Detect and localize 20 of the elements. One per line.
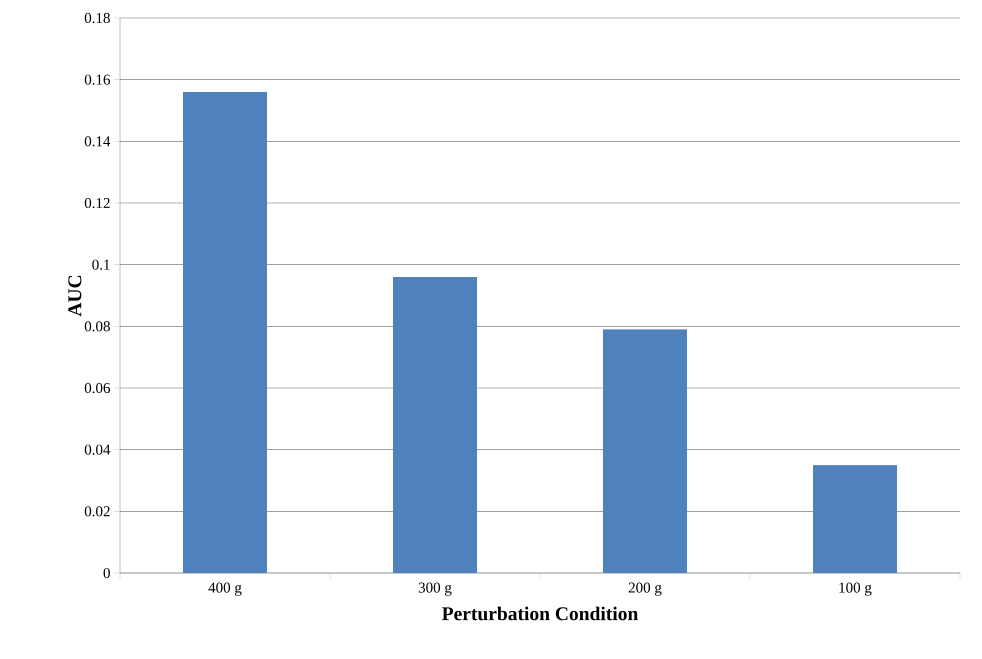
bar [393,276,478,573]
y-tick-label: 0.12 [84,198,110,208]
x-tick-label: 200 g [628,582,662,596]
x-axis-title: Perturbation Condition [442,606,638,620]
y-tick-label: 0.14 [84,136,110,146]
y-tick-label: 0.04 [84,444,110,455]
bar [603,329,688,573]
y-tick-label: 0 [104,568,110,578]
y-tick-label: 0.18 [84,12,110,24]
y-tick-label: 0.06 [84,382,110,394]
y-tick-label: 0.1 [92,260,110,270]
bar [183,92,268,573]
y-tick-label: 0.08 [84,321,110,332]
x-tick-label: 300 g [418,582,452,596]
bar [813,465,898,573]
x-tick-label: 400 g [208,582,242,596]
y-tick-label: 0.16 [84,74,110,85]
y-axis-title: AUC [68,276,82,316]
y-tick-label: 0.02 [84,506,110,516]
x-tick-label: 100 g [839,582,872,596]
